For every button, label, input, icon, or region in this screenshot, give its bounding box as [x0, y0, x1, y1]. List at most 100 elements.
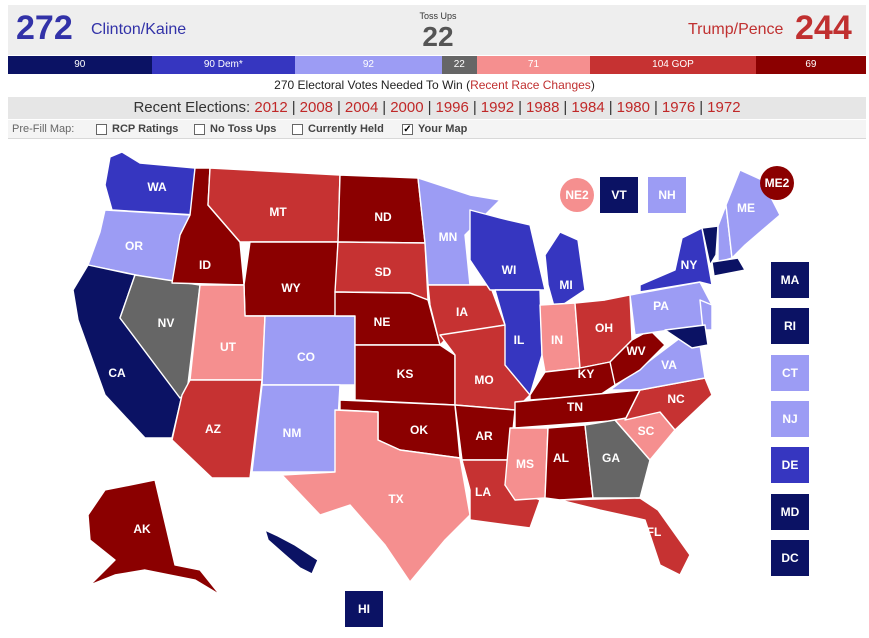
election-year-link[interactable]: 1996	[435, 99, 469, 116]
rep-ticket-name: Trump/Pence	[688, 21, 784, 38]
checkbox-currently-held[interactable]	[292, 124, 303, 135]
state-ms[interactable]	[504, 427, 549, 501]
recent-race-changes-link[interactable]: Recent Race Changes	[470, 78, 591, 92]
state-label-il: IL	[514, 333, 525, 347]
state-vt[interactable]	[701, 225, 719, 266]
bar-segment: 22	[441, 56, 477, 74]
state-label-mi: MI	[559, 278, 572, 292]
state-label-nm: NM	[283, 426, 302, 440]
state-button-ct[interactable]: CT	[771, 355, 809, 391]
state-wv[interactable]	[609, 329, 666, 386]
prefill-map-bar: Pre-Fill Map: RCP Ratings No Toss Ups Cu…	[8, 120, 866, 139]
prefill-option-your-map[interactable]: ✓ Your Map	[402, 120, 467, 139]
state-label-ne: NE	[374, 315, 391, 329]
state-nd[interactable]	[337, 174, 426, 244]
state-nj[interactable]	[699, 299, 713, 331]
state-button-ma[interactable]: MA	[771, 262, 809, 298]
option-label: RCP Ratings	[112, 123, 179, 135]
state-mi[interactable]	[544, 231, 586, 311]
state-button-label: RI	[784, 319, 796, 333]
state-fl[interactable]	[559, 497, 691, 576]
bar-segment: 90	[8, 56, 152, 74]
state-button-label: DC	[781, 551, 799, 565]
election-year-link[interactable]: 2000	[390, 99, 424, 116]
election-year-link[interactable]: 2008	[299, 99, 334, 116]
state-label-ga: GA	[602, 451, 620, 465]
state-button-box[interactable]	[771, 401, 809, 437]
election-year-link[interactable]: 1988	[526, 99, 560, 116]
rep-electoral-total: 244	[795, 9, 852, 47]
election-year-link[interactable]: 1992	[480, 99, 515, 116]
district-button-me2[interactable]: ME2	[760, 166, 794, 200]
state-button-box[interactable]	[771, 447, 809, 483]
state-md[interactable]	[664, 324, 709, 349]
year-separator: |	[608, 99, 613, 116]
state-ak[interactable]	[87, 479, 221, 596]
state-label-sc: SC	[638, 424, 655, 438]
district-button-circle[interactable]	[760, 166, 794, 200]
bar-segment: 104 GOP	[590, 56, 756, 74]
bar-segment: 90 Dem*	[151, 56, 296, 74]
state-button-nj[interactable]: NJ	[771, 401, 809, 437]
state-button-box[interactable]	[600, 177, 638, 213]
state-label-or: OR	[125, 239, 143, 253]
checkbox-no-toss-ups[interactable]	[194, 124, 205, 135]
state-button-box[interactable]	[771, 494, 809, 530]
year-separator: |	[427, 99, 432, 116]
state-label-ky: KY	[578, 367, 595, 381]
state-label-co: CO	[297, 350, 315, 364]
state-label-ks: KS	[397, 367, 414, 381]
toss-ups-total: 22	[422, 21, 454, 52]
state-label-wy: WY	[281, 281, 300, 295]
election-year-link[interactable]: 1972	[707, 99, 741, 116]
state-button-box[interactable]	[648, 177, 686, 213]
state-ny[interactable]	[639, 227, 713, 293]
state-button-label: MA	[781, 273, 800, 287]
state-button-vt[interactable]: VT	[600, 177, 638, 213]
state-ga[interactable]	[584, 419, 651, 499]
state-wy[interactable]	[243, 241, 339, 317]
state-button-nh[interactable]: NH	[648, 177, 686, 213]
checkbox-rcp-ratings[interactable]	[96, 124, 107, 135]
state-button-box[interactable]	[771, 308, 809, 344]
state-button-box[interactable]	[771, 355, 809, 391]
district-button-ne2[interactable]: NE2	[560, 178, 594, 212]
state-button-dc[interactable]: DC	[771, 540, 809, 576]
year-separator: |	[291, 99, 296, 116]
election-year-link[interactable]: 1984	[571, 99, 605, 116]
prefill-option-currently-held[interactable]: Currently Held	[292, 120, 384, 139]
election-year-links: 2012 | 2008 | 2004 | 2000 | 1996 | 1992 | 1988 | 1984 |…	[254, 99, 740, 116]
election-year-link[interactable]: 1976	[661, 99, 696, 116]
prefill-option-rcp-ratings[interactable]: RCP Ratings	[96, 120, 178, 139]
state-mn[interactable]	[417, 177, 501, 286]
state-label-la: LA	[475, 485, 491, 499]
state-ma[interactable]	[711, 257, 746, 277]
state-button-label: DE	[782, 458, 799, 472]
prefill-map-label: Pre-Fill Map:	[12, 123, 75, 135]
state-button-md[interactable]: MD	[771, 494, 809, 530]
state-button-label: CT	[782, 366, 799, 380]
state-tx[interactable]	[281, 409, 471, 583]
votes-needed-label: 270 Electoral Votes Needed To Win (	[274, 78, 471, 92]
state-button-label: NJ	[782, 412, 797, 426]
state-button-box[interactable]	[771, 262, 809, 298]
state-wi[interactable]	[469, 209, 546, 291]
header: 272 Clinton/Kaine Toss Ups 22 Trump/Penc…	[8, 5, 866, 55]
state-hi[interactable]	[264, 529, 319, 575]
checkbox-your-map[interactable]: ✓	[402, 124, 413, 135]
state-label-sd: SD	[375, 265, 392, 279]
state-label-oh: OH	[595, 321, 613, 335]
state-button-hi[interactable]: HI	[345, 591, 383, 627]
state-button-box[interactable]	[345, 591, 383, 627]
election-year-link[interactable]: 2012	[254, 99, 288, 116]
election-year-link[interactable]: 2004	[344, 99, 379, 116]
state-button-de[interactable]: DE	[771, 447, 809, 483]
option-label: Currently Held	[308, 123, 384, 135]
election-year-link[interactable]: 1980	[616, 99, 650, 116]
district-button-circle[interactable]	[560, 178, 594, 212]
state-button-box[interactable]	[771, 540, 809, 576]
dem-ticket-name: Clinton/Kaine	[91, 21, 187, 38]
prefill-option-no-toss-ups[interactable]: No Toss Ups	[194, 120, 276, 139]
state-button-ri[interactable]: RI	[771, 308, 809, 344]
state-button-label: MD	[781, 505, 800, 519]
